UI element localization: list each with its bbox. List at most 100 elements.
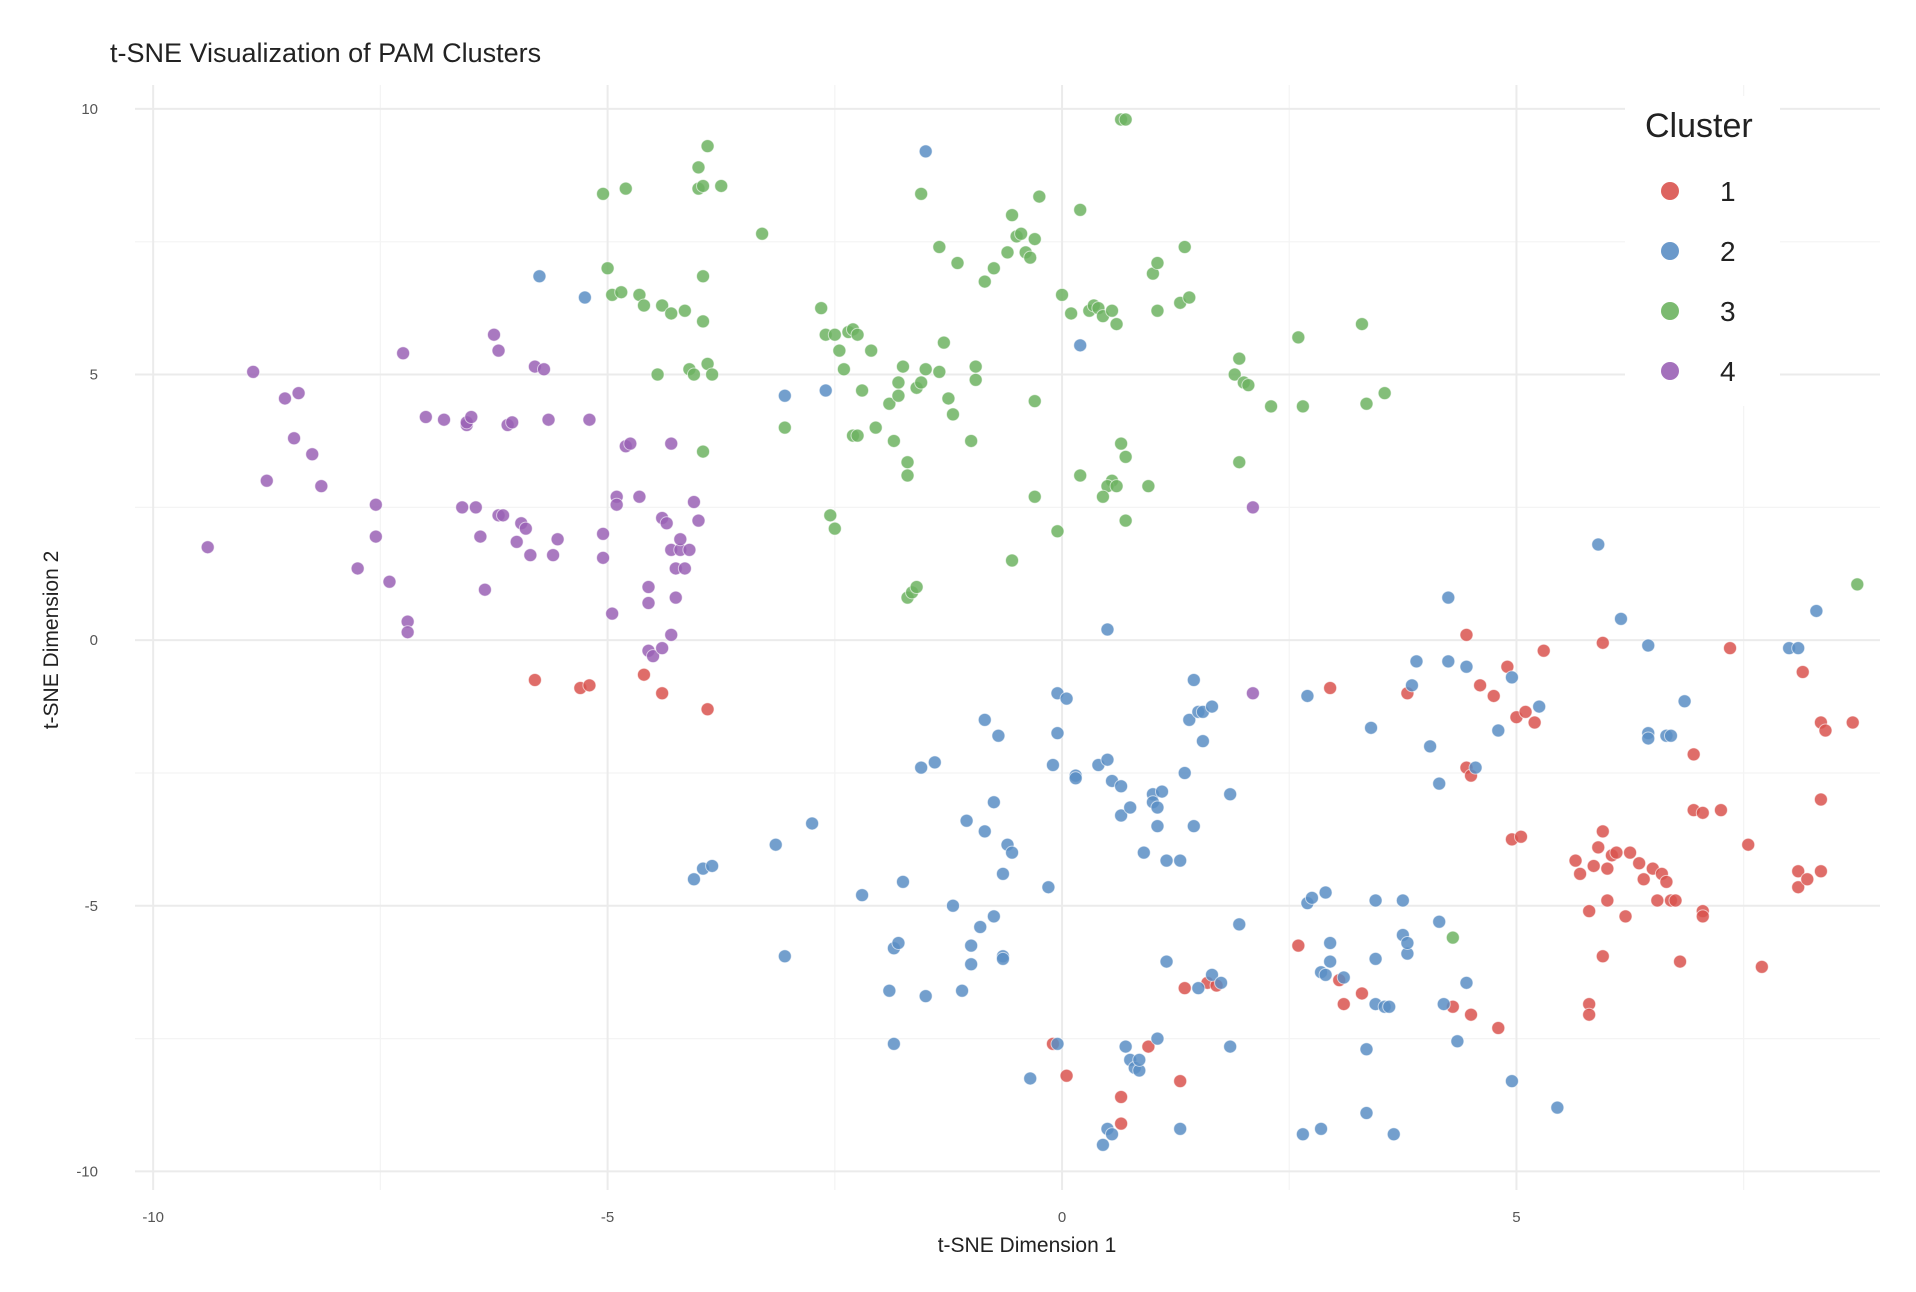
data-point-cluster-1 [1636,872,1651,887]
data-point-cluster-2 [1300,688,1315,703]
data-point-cluster-4 [1245,686,1260,701]
data-point-cluster-3 [1027,394,1042,409]
y-axis-label: t-SNE Dimension 2 [40,551,63,730]
data-point-cluster-3 [1109,317,1124,332]
data-point-cluster-2 [1591,537,1606,552]
data-point-cluster-2 [1195,734,1210,749]
data-point-cluster-2 [1005,845,1020,860]
legend-label-4: 4 [1720,356,1736,387]
data-point-cluster-2 [1114,808,1129,823]
data-point-cluster-2 [1155,784,1170,799]
data-point-cluster-3 [1291,330,1306,345]
y-tick-label: 10 [81,101,98,118]
data-point-cluster-3 [686,367,701,382]
data-point-cluster-4 [664,627,679,642]
data-point-cluster-3 [1264,399,1279,414]
data-point-cluster-4 [550,532,565,547]
data-point-cluster-2 [955,983,970,998]
data-point-cluster-1 [1813,864,1828,879]
data-point-cluster-2 [945,898,960,913]
data-point-cluster-3 [777,420,792,435]
data-point-cluster-2 [1223,787,1238,802]
data-point-cluster-4 [673,532,688,547]
data-point-cluster-2 [1368,951,1383,966]
data-point-cluster-1 [1595,635,1610,650]
data-point-cluster-2 [1459,659,1474,674]
data-point-cluster-2 [818,383,833,398]
data-point-cluster-3 [705,367,720,382]
data-point-cluster-1 [1177,981,1192,996]
data-point-cluster-3 [827,327,842,342]
data-point-cluster-3 [909,580,924,595]
data-point-cluster-3 [636,298,651,313]
data-point-cluster-2 [1791,641,1806,656]
data-point-cluster-2 [886,1036,901,1051]
data-point-cluster-3 [1118,112,1133,127]
data-point-cluster-1 [1114,1090,1129,1105]
data-point-cluster-2 [1441,654,1456,669]
data-point-cluster-2 [918,144,933,159]
data-point-cluster-3 [864,343,879,358]
data-point-cluster-2 [1459,975,1474,990]
data-point-cluster-2 [1386,1127,1401,1142]
data-point-cluster-2 [1150,800,1165,815]
data-point-cluster-2 [1409,654,1424,669]
data-point-cluster-1 [1114,1116,1129,1131]
data-point-cluster-2 [964,938,979,953]
data-point-cluster-3 [1000,245,1015,260]
data-point-cluster-3 [936,335,951,350]
data-point-cluster-3 [1232,455,1247,470]
data-point-cluster-2 [1182,712,1197,727]
data-point-cluster-3 [696,444,711,459]
data-point-cluster-2 [1177,765,1192,780]
data-point-cluster-4 [314,479,329,494]
data-point-cluster-4 [677,561,692,576]
y-axis-ticks: -10 -5 0 5 10 [76,101,98,1181]
data-point-cluster-2 [1123,800,1138,815]
x-tick-label: -10 [142,1209,164,1226]
data-point-cluster-2 [805,816,820,831]
data-point-cluster-1 [1623,845,1638,860]
data-point-cluster-2 [1041,880,1056,895]
y-tick-label: -10 [76,1163,98,1180]
data-point-cluster-2 [1504,670,1519,685]
data-point-cluster-4 [368,497,383,512]
x-axis-label: t-SNE Dimension 1 [938,1234,1117,1257]
data-point-cluster-4 [400,625,415,640]
data-point-cluster-2 [1050,1036,1065,1051]
data-point-cluster-2 [1223,1039,1238,1054]
data-point-cluster-1 [1459,627,1474,642]
data-point-cluster-3 [1850,577,1865,592]
data-point-cluster-3 [1032,189,1047,204]
data-point-cluster-3 [1109,479,1124,494]
data-point-cluster-3 [650,367,665,382]
data-point-cluster-3 [891,375,906,390]
data-point-cluster-3 [691,160,706,175]
data-point-cluster-1 [1536,643,1551,658]
data-point-cluster-1 [1723,641,1738,656]
data-point-cluster-4 [641,595,656,610]
data-point-cluster-3 [827,521,842,536]
data-point-cluster-3 [1354,317,1369,332]
data-point-cluster-2 [1809,603,1824,618]
data-point-cluster-2 [1068,771,1083,786]
data-point-cluster-4 [509,534,524,549]
data-point-cluster-2 [1395,893,1410,908]
data-point-cluster-2 [1663,728,1678,743]
data-point-cluster-1 [1518,704,1533,719]
data-point-cluster-2 [1318,967,1333,982]
data-point-cluster-3 [1141,479,1156,494]
data-point-cluster-3 [664,306,679,321]
legend-label-3: 3 [1720,296,1736,327]
data-point-cluster-2 [1400,935,1415,950]
data-point-cluster-3 [700,139,715,154]
data-point-cluster-3 [950,255,965,270]
data-point-cluster-2 [577,290,592,305]
data-point-cluster-4 [455,500,470,515]
data-point-cluster-2 [973,920,988,935]
legend-items: 1 2 3 4 [1661,176,1736,387]
data-point-cluster-2 [1404,678,1419,693]
data-point-cluster-2 [1641,638,1656,653]
x-tick-label: -5 [601,1209,614,1226]
